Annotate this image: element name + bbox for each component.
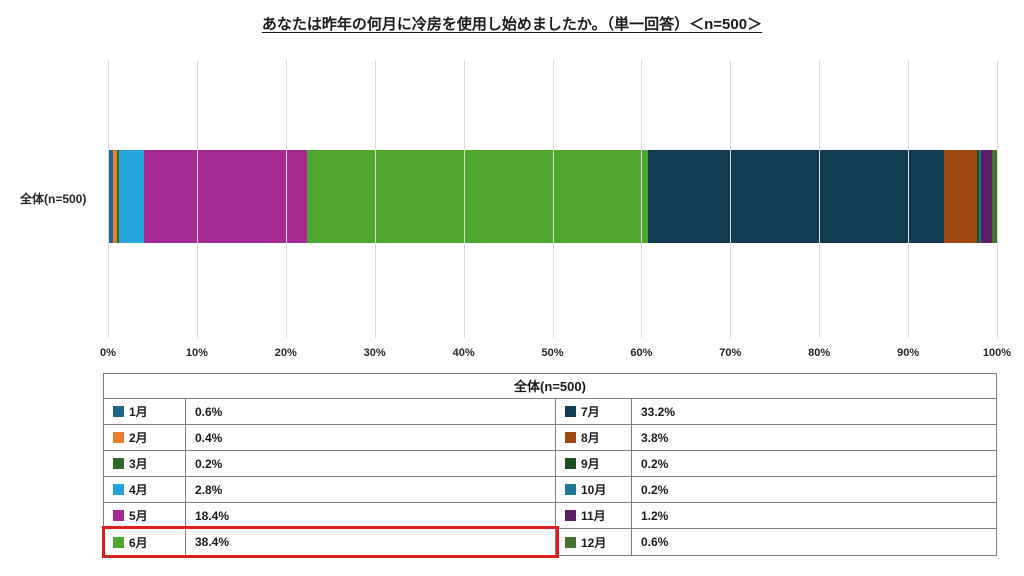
page-title: あなたは昨年の何月に冷房を使用し始めましたか。（単一回答）＜n=500＞ [0,13,1024,34]
legend-row: 6月 38.4% 12月 0.6% [102,526,996,558]
legend-item-4月: 4月 [104,477,186,502]
x-axis-tick-label: 0% [100,347,116,359]
legend-table: 全体(n=500) 1月 0.6% 7月 33.2% 2月 0.4% 8月 3.8% 3月 0.2… [102,373,997,558]
gridline [819,60,821,338]
legend-swatch-icon [565,458,576,469]
bar-segment-7月 [648,150,944,243]
legend-month-label: 10月 [581,483,607,497]
legend-value-6月: 38.4% [186,529,556,555]
legend-item-8月: 8月 [556,425,632,450]
legend-item-2月: 2月 [104,425,186,450]
legend-row: 5月 18.4% 11月 1.2% [104,503,996,529]
bar-segment-1月 [108,150,114,243]
legend-value-4月: 2.8% [186,477,556,502]
legend-swatch-icon [565,536,576,548]
legend-swatch-icon [113,510,124,521]
legend-swatch-icon [565,484,576,495]
x-axis-tick-label: 30% [363,347,386,359]
legend-row: 4月 2.8% 10月 0.2% [104,477,996,503]
bar-segment-11月 [980,150,992,243]
legend-month-label: 2月 [129,431,148,445]
legend-value-1月: 0.6% [186,399,556,424]
bar-segment-9月 [977,150,980,243]
bar-segment-6月 [307,150,649,243]
legend-row: 2月 0.4% 8月 3.8% [104,425,996,451]
legend-month-label: 8月 [581,431,600,445]
bar-segment-3月 [116,150,119,243]
legend-month-label: 7月 [581,405,600,419]
legend-month-label: 1月 [129,405,148,419]
legend-item-5月: 5月 [104,503,186,528]
legend-month-label: 9月 [581,457,600,471]
legend-swatch-icon [113,406,124,417]
legend-value-7月: 33.2% [641,404,676,419]
legend-month-label: 3月 [129,457,148,471]
legend-value-8月: 3.8% [641,430,669,445]
legend-month-label: 5月 [129,509,148,523]
legend-value-11月: 1.2% [641,508,669,523]
legend-item-11月: 11月 [556,503,632,528]
x-axis-tick-label: 50% [541,347,564,359]
gridline [285,60,287,338]
x-axis-tick-label: 40% [452,347,475,359]
stacked-bar [108,150,997,243]
gridline [552,60,554,338]
legend-month-label: 6月 [129,535,148,550]
legend-item-10月: 10月 [556,477,632,502]
legend-item-6月: 6月 [104,529,186,555]
plot-area: 0% 10% 20% 30% 40% 50% 60% 70% 80% 90% 100% [100,60,1011,359]
bar-segment-8月 [943,150,978,243]
legend-value-2月: 0.4% [186,425,556,450]
gridline [196,60,198,338]
legend-swatch-icon [565,432,576,443]
legend-item-12月: 12月 [556,529,632,555]
legend-item-7月: 7月 [556,399,632,424]
legend-swatch-icon [113,536,124,548]
x-axis-tick-label: 100% [982,347,1012,359]
bar-segment-4月 [118,150,144,243]
legend-month-label: 4月 [129,483,148,497]
bar-segment-10月 [979,150,981,243]
legend-month-label: 11月 [581,509,606,523]
legend-item-9月: 9月 [556,451,632,476]
legend-swatch-icon [113,458,124,469]
x-axis-tick-label: 20% [274,347,297,359]
legend-row: 1月 0.6% 7月 33.2% [104,399,996,425]
gridline [908,60,910,338]
gridline [463,60,465,338]
legend-value-12月: 0.6% [641,535,669,549]
legend-value-3月: 0.2% [186,451,556,476]
legend-swatch-icon [565,406,576,417]
gridline [730,60,732,338]
legend-table-body: 1月 0.6% 7月 33.2% 2月 0.4% 8月 3.8% 3月 0.2% 9月 0.2% 4月 2… [102,399,996,558]
legend-value-9月: 0.2% [641,456,669,471]
legend-table-header: 全体(n=500) [104,374,996,399]
x-axis-tick-label: 80% [808,347,831,359]
legend-value-5月: 18.4% [186,503,556,528]
legend-month-label: 12月 [581,535,607,550]
y-axis-category-label: 全体(n=500) [20,192,87,206]
bar-segment-5月 [143,150,308,243]
gridline [641,60,643,338]
bar-segment-12月 [991,150,997,243]
x-axis-tick-label: 60% [630,347,653,359]
legend-item-1月: 1月 [104,399,186,424]
legend-item-3月: 3月 [104,451,186,476]
legend-swatch-icon [113,432,124,443]
x-axis-tick-label: 70% [719,347,742,359]
legend-row: 3月 0.2% 9月 0.2% [104,451,996,477]
x-axis-tick-label: 10% [185,347,208,359]
legend-swatch-icon [565,510,576,521]
gridline [374,60,376,338]
x-axis-tick-label: 90% [897,347,920,359]
legend-value-10月: 0.2% [641,482,669,497]
gridline [997,60,998,338]
bar-segment-2月 [113,150,117,243]
legend-swatch-icon [113,484,124,495]
chart-title: あなたは昨年の何月に冷房を使用し始めましたか。（単一回答）＜n=500＞ [261,16,763,33]
gridline [108,60,109,338]
